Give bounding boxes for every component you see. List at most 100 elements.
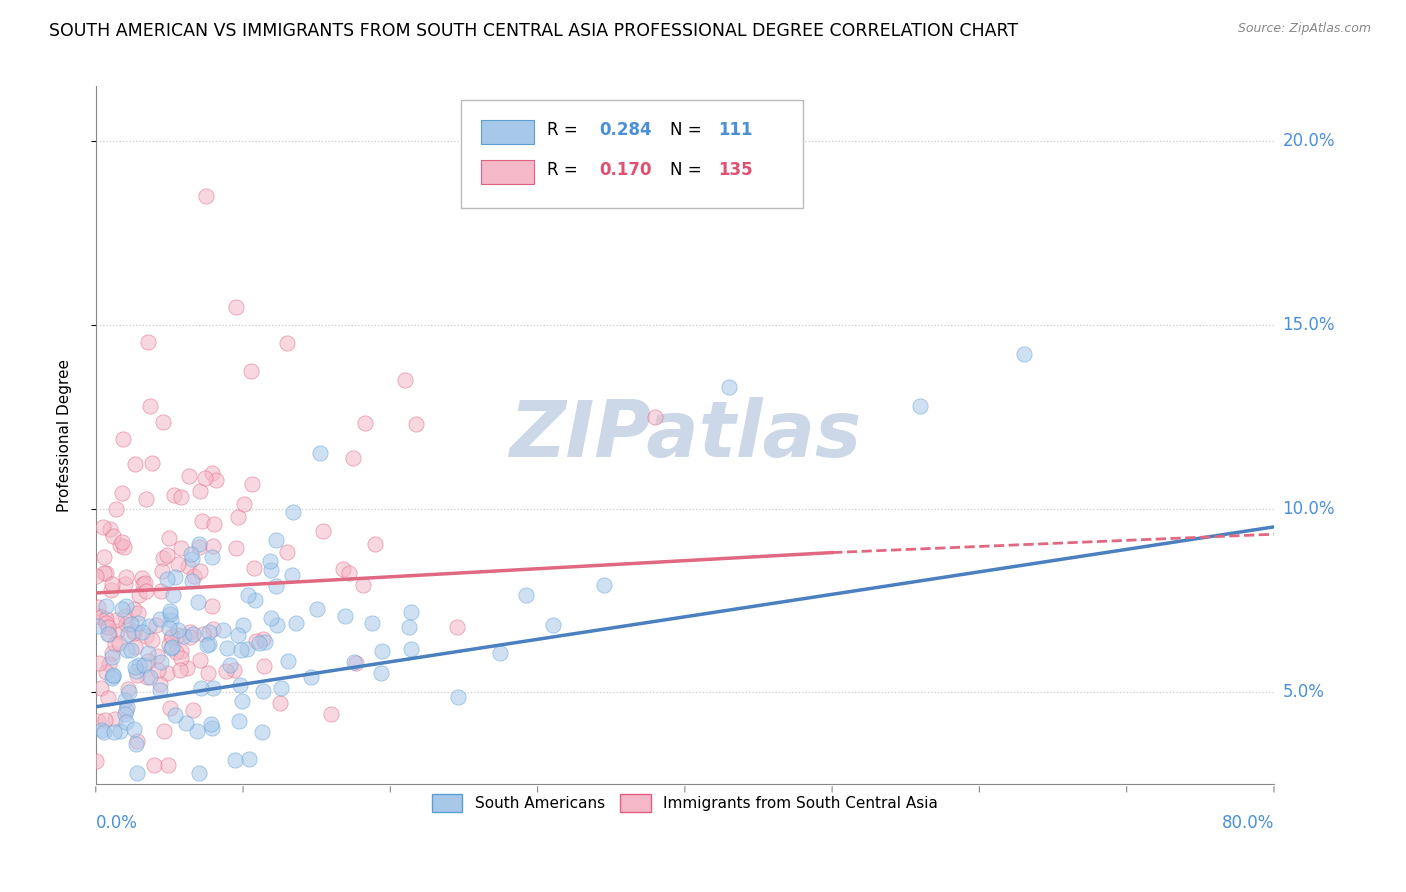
Point <box>124 640 146 655</box>
Point <box>153 723 176 738</box>
Point <box>269 696 291 710</box>
Point <box>160 629 183 643</box>
Point <box>236 588 259 602</box>
Point <box>149 677 172 691</box>
Point <box>112 432 135 446</box>
Point <box>339 566 361 581</box>
Point <box>101 668 124 682</box>
Point <box>166 628 188 642</box>
Point <box>94 615 117 630</box>
Text: 20.0%: 20.0% <box>1282 132 1334 151</box>
Point <box>228 714 250 728</box>
Point <box>159 631 181 645</box>
Point <box>541 618 564 632</box>
Point <box>197 665 219 680</box>
Point <box>160 613 183 627</box>
Point <box>157 531 180 545</box>
Point <box>188 653 211 667</box>
Point <box>259 611 281 625</box>
Point <box>97 691 120 706</box>
Point <box>224 753 246 767</box>
Point <box>145 617 167 632</box>
Point <box>86 618 108 632</box>
Point <box>93 725 115 739</box>
Point <box>136 646 159 660</box>
Point <box>112 541 135 555</box>
Point <box>115 703 138 717</box>
Point <box>447 690 470 705</box>
Point <box>202 681 225 695</box>
Point <box>111 485 134 500</box>
Point <box>163 708 186 723</box>
Point <box>398 620 420 634</box>
Point <box>232 618 254 632</box>
Point <box>226 510 249 524</box>
Text: R =: R = <box>547 121 583 139</box>
Point <box>354 416 377 430</box>
Point <box>101 669 124 683</box>
Point <box>149 612 172 626</box>
Point <box>195 189 218 203</box>
Point <box>191 514 214 528</box>
Point <box>644 409 666 424</box>
Text: 10.0%: 10.0% <box>1282 500 1334 517</box>
Point <box>124 660 146 674</box>
Point <box>87 656 110 670</box>
Point <box>276 545 298 559</box>
Point <box>201 539 224 553</box>
Text: 15.0%: 15.0% <box>1282 316 1334 334</box>
Point <box>371 644 394 658</box>
Point <box>204 473 226 487</box>
Point <box>264 578 287 592</box>
Point <box>165 645 187 659</box>
Point <box>93 566 115 580</box>
Point <box>165 570 187 584</box>
Point <box>156 572 179 586</box>
Point <box>139 670 162 684</box>
Point <box>332 562 354 576</box>
Point <box>446 620 468 634</box>
Point <box>101 650 124 665</box>
Point <box>156 548 179 562</box>
Point <box>197 637 219 651</box>
Point <box>159 607 181 621</box>
Point <box>229 678 252 692</box>
Point <box>124 722 146 736</box>
Point <box>187 537 209 551</box>
Text: Source: ZipAtlas.com: Source: ZipAtlas.com <box>1237 22 1371 36</box>
Point <box>177 468 200 483</box>
Point <box>321 707 343 722</box>
Y-axis label: Professional Degree: Professional Degree <box>58 359 72 512</box>
Point <box>122 625 145 640</box>
Point <box>90 609 112 624</box>
Point <box>108 724 131 739</box>
Point <box>103 529 125 543</box>
Point <box>253 659 276 673</box>
Point <box>181 626 204 640</box>
Point <box>224 664 246 678</box>
Point <box>181 703 204 717</box>
Point <box>97 627 120 641</box>
Point <box>108 538 131 552</box>
Text: 5.0%: 5.0% <box>1282 683 1324 701</box>
Point <box>236 641 259 656</box>
Point <box>104 613 127 627</box>
Point <box>135 629 157 643</box>
Point <box>114 707 136 722</box>
Point <box>148 663 170 677</box>
Point <box>157 638 180 652</box>
Legend: South Americans, Immigrants from South Central Asia: South Americans, Immigrants from South C… <box>426 789 943 818</box>
Point <box>201 549 224 564</box>
Point <box>89 609 111 624</box>
Point <box>225 300 247 314</box>
Point <box>183 569 205 583</box>
Point <box>125 737 148 751</box>
FancyBboxPatch shape <box>461 100 803 209</box>
FancyBboxPatch shape <box>481 120 534 145</box>
Point <box>202 516 225 531</box>
Point <box>128 588 150 602</box>
Point <box>1012 347 1035 361</box>
Point <box>188 564 211 578</box>
Point <box>162 488 184 502</box>
Point <box>211 623 233 637</box>
